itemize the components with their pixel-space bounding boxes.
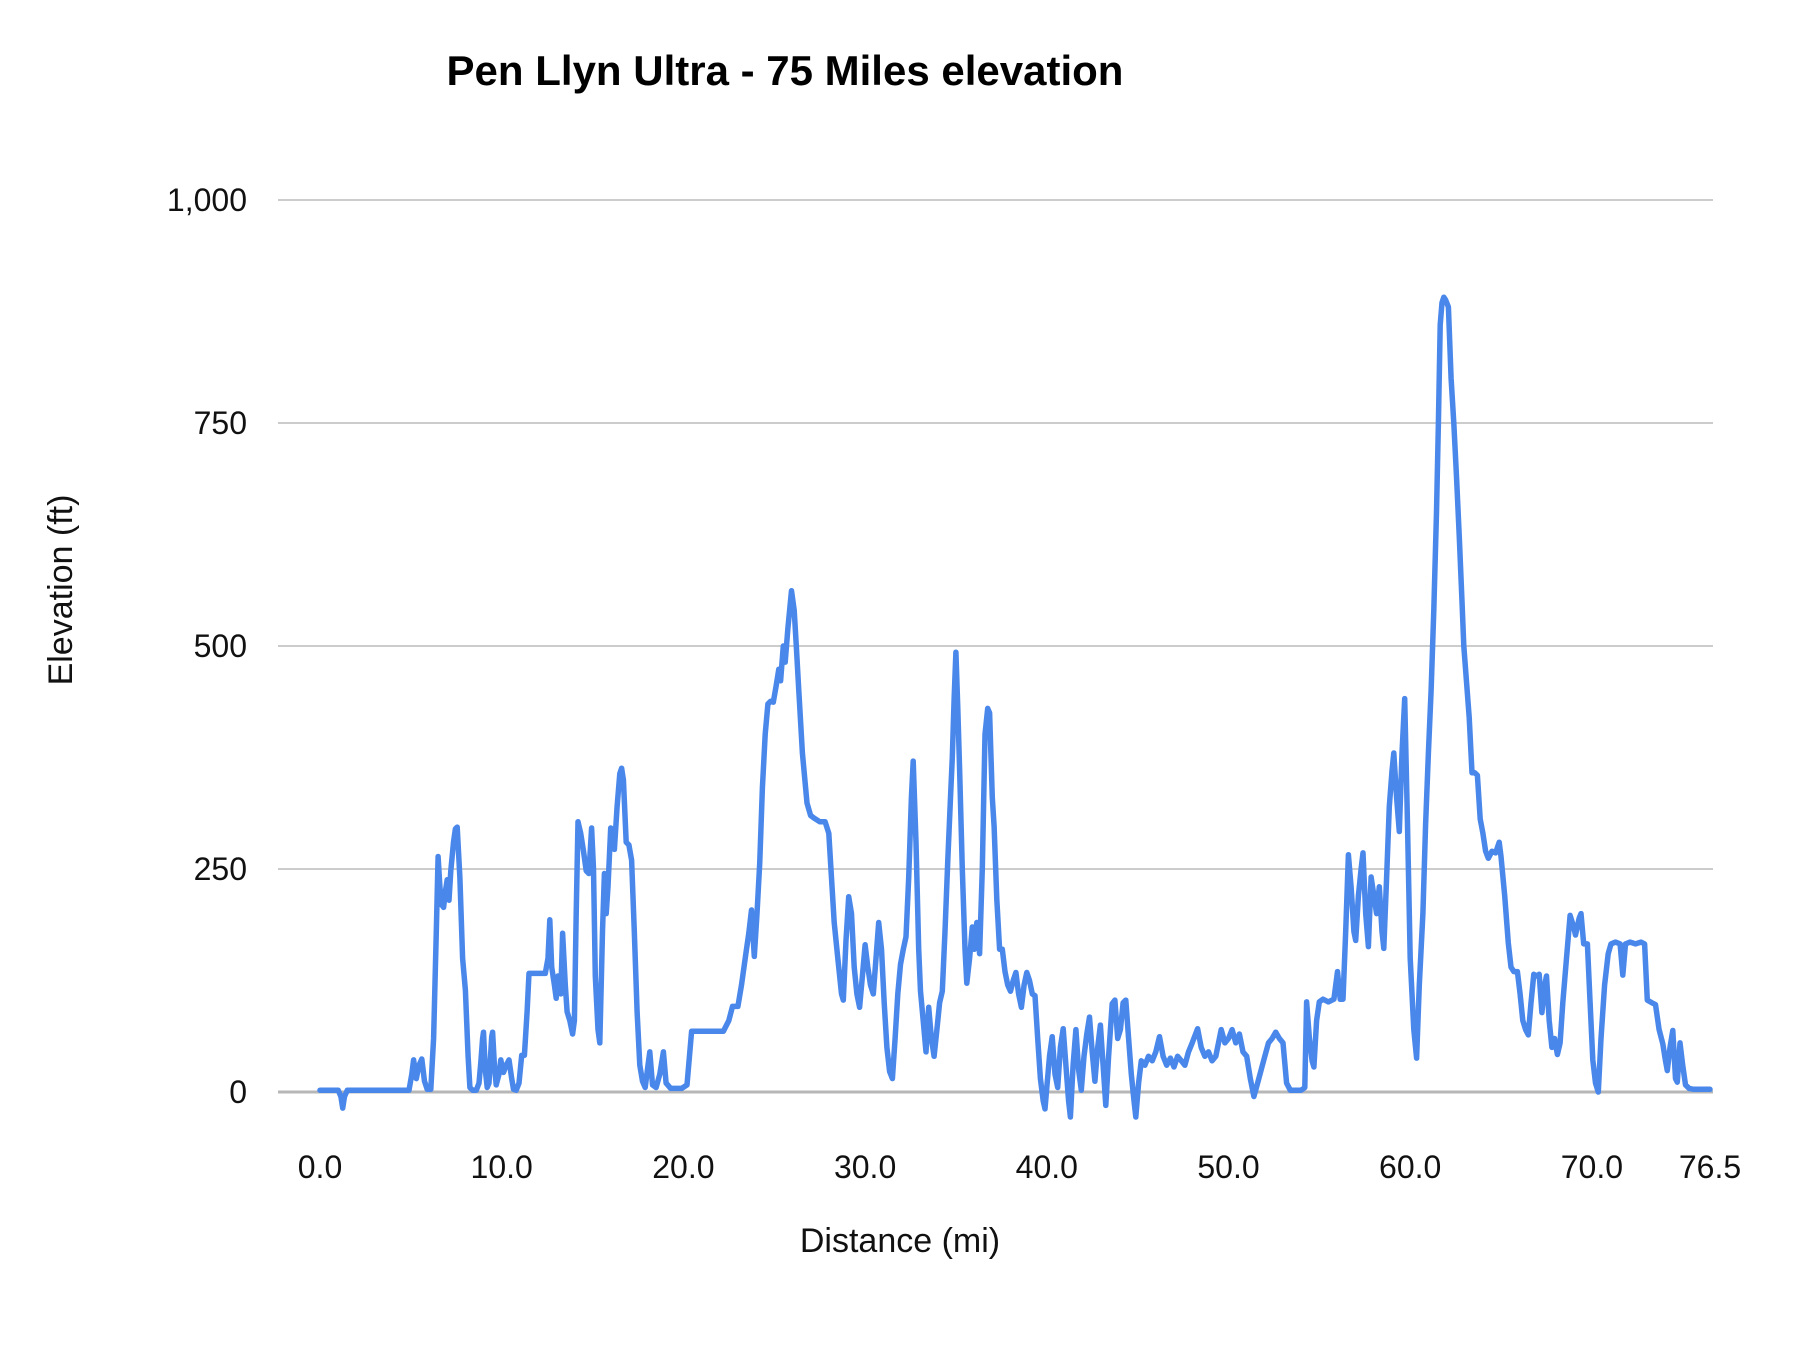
x-tick-label: 50.0 (1197, 1149, 1259, 1185)
x-axis-title: Distance (mi) (800, 1222, 1000, 1260)
y-tick-label: 500 (194, 628, 247, 664)
x-tick-label: 20.0 (652, 1149, 714, 1185)
x-tick-label: 10.0 (471, 1149, 533, 1185)
x-axis-tick-labels: 0.0 10.0 20.0 30.0 40.0 50.0 60.0 70.0 76.5 (298, 1149, 1741, 1185)
x-tick-label: 30.0 (834, 1149, 896, 1185)
y-axis-title: Elevation (ft) (42, 495, 80, 686)
y-tick-label: 1,000 (167, 182, 247, 218)
x-tick-label: 0.0 (298, 1149, 342, 1185)
y-tick-label: 0 (229, 1074, 247, 1110)
y-tick-label: 250 (194, 851, 247, 887)
y-axis-tick-labels: 0 250 500 750 1,000 (167, 182, 247, 1110)
x-tick-label: 70.0 (1561, 1149, 1623, 1185)
elevation-line (317, 294, 1713, 1120)
chart-title: Pen Llyn Ultra - 75 Miles elevation (447, 47, 1124, 94)
y-tick-label: 750 (194, 405, 247, 441)
x-tick-label: 60.0 (1379, 1149, 1441, 1185)
series-lines (317, 294, 1713, 1120)
x-tick-label: 76.5 (1679, 1149, 1741, 1185)
x-tick-label: 40.0 (1016, 1149, 1078, 1185)
gridlines (278, 199, 1713, 1094)
